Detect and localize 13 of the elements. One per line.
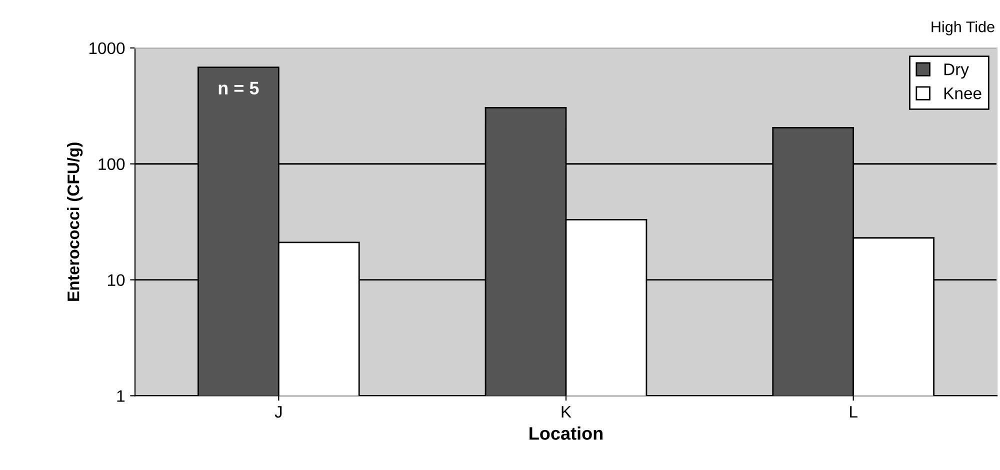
y-tick-label: 1 (117, 390, 124, 402)
x-tick-label: K (562, 406, 572, 418)
y-tick-label: 10 (108, 274, 125, 286)
y-tick-label: 100 (98, 158, 125, 170)
x-axis-title: Location (530, 426, 602, 440)
legend-label: Dry (944, 64, 969, 79)
x-tick-label: L (850, 406, 858, 418)
y-tick-label: 1000 (89, 42, 125, 54)
annotation: n = 5 (218, 82, 259, 95)
x-tick-label: J (274, 406, 282, 418)
text: High Tide (932, 21, 994, 36)
y-axis-title: Enterococci (CFU/g) (67, 142, 83, 301)
legend-label: Knee (944, 88, 982, 100)
